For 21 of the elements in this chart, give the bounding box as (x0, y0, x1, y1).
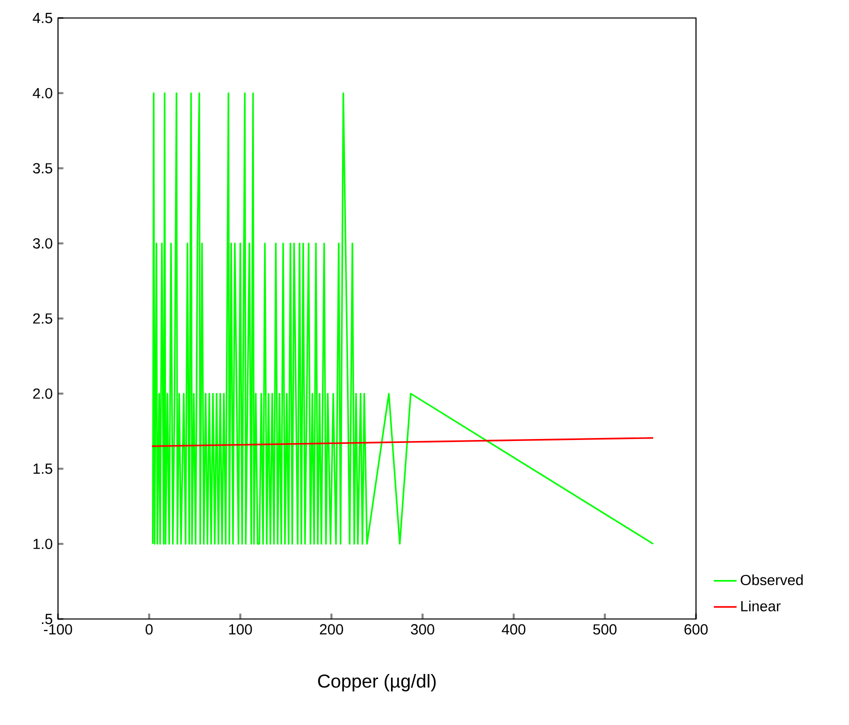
x-tick-label: -100 (44, 624, 72, 635)
x-tick-label: 200 (320, 624, 344, 635)
y-tick-label: 2.5 (33, 313, 52, 324)
x-axis-title: Copper (µg/dl) (318, 674, 436, 692)
x-tick-label: 300 (410, 624, 434, 635)
x-tick-label: 600 (684, 624, 708, 635)
y-tick-label: 1.5 (34, 464, 52, 474)
line-series (152, 92, 654, 545)
y-tick-label: 4.5 (32, 12, 52, 24)
x-tick-label: 500 (593, 624, 617, 635)
legend-label: Observed (740, 574, 803, 586)
x-tick-label: 100 (229, 624, 252, 635)
y-tick-label: 2.0 (33, 388, 52, 399)
y-tick-label: 3.5 (33, 163, 52, 174)
y-tick-label: 3.0 (33, 238, 52, 249)
x-tick-label: 400 (502, 624, 526, 635)
legend-label: Linear (741, 600, 781, 612)
y-tick-label: 1.0 (34, 538, 52, 550)
y-tick-label: .5 (42, 614, 52, 624)
y-tick-label: 4.0 (32, 88, 52, 98)
x-tick-label: 0 (146, 624, 153, 635)
